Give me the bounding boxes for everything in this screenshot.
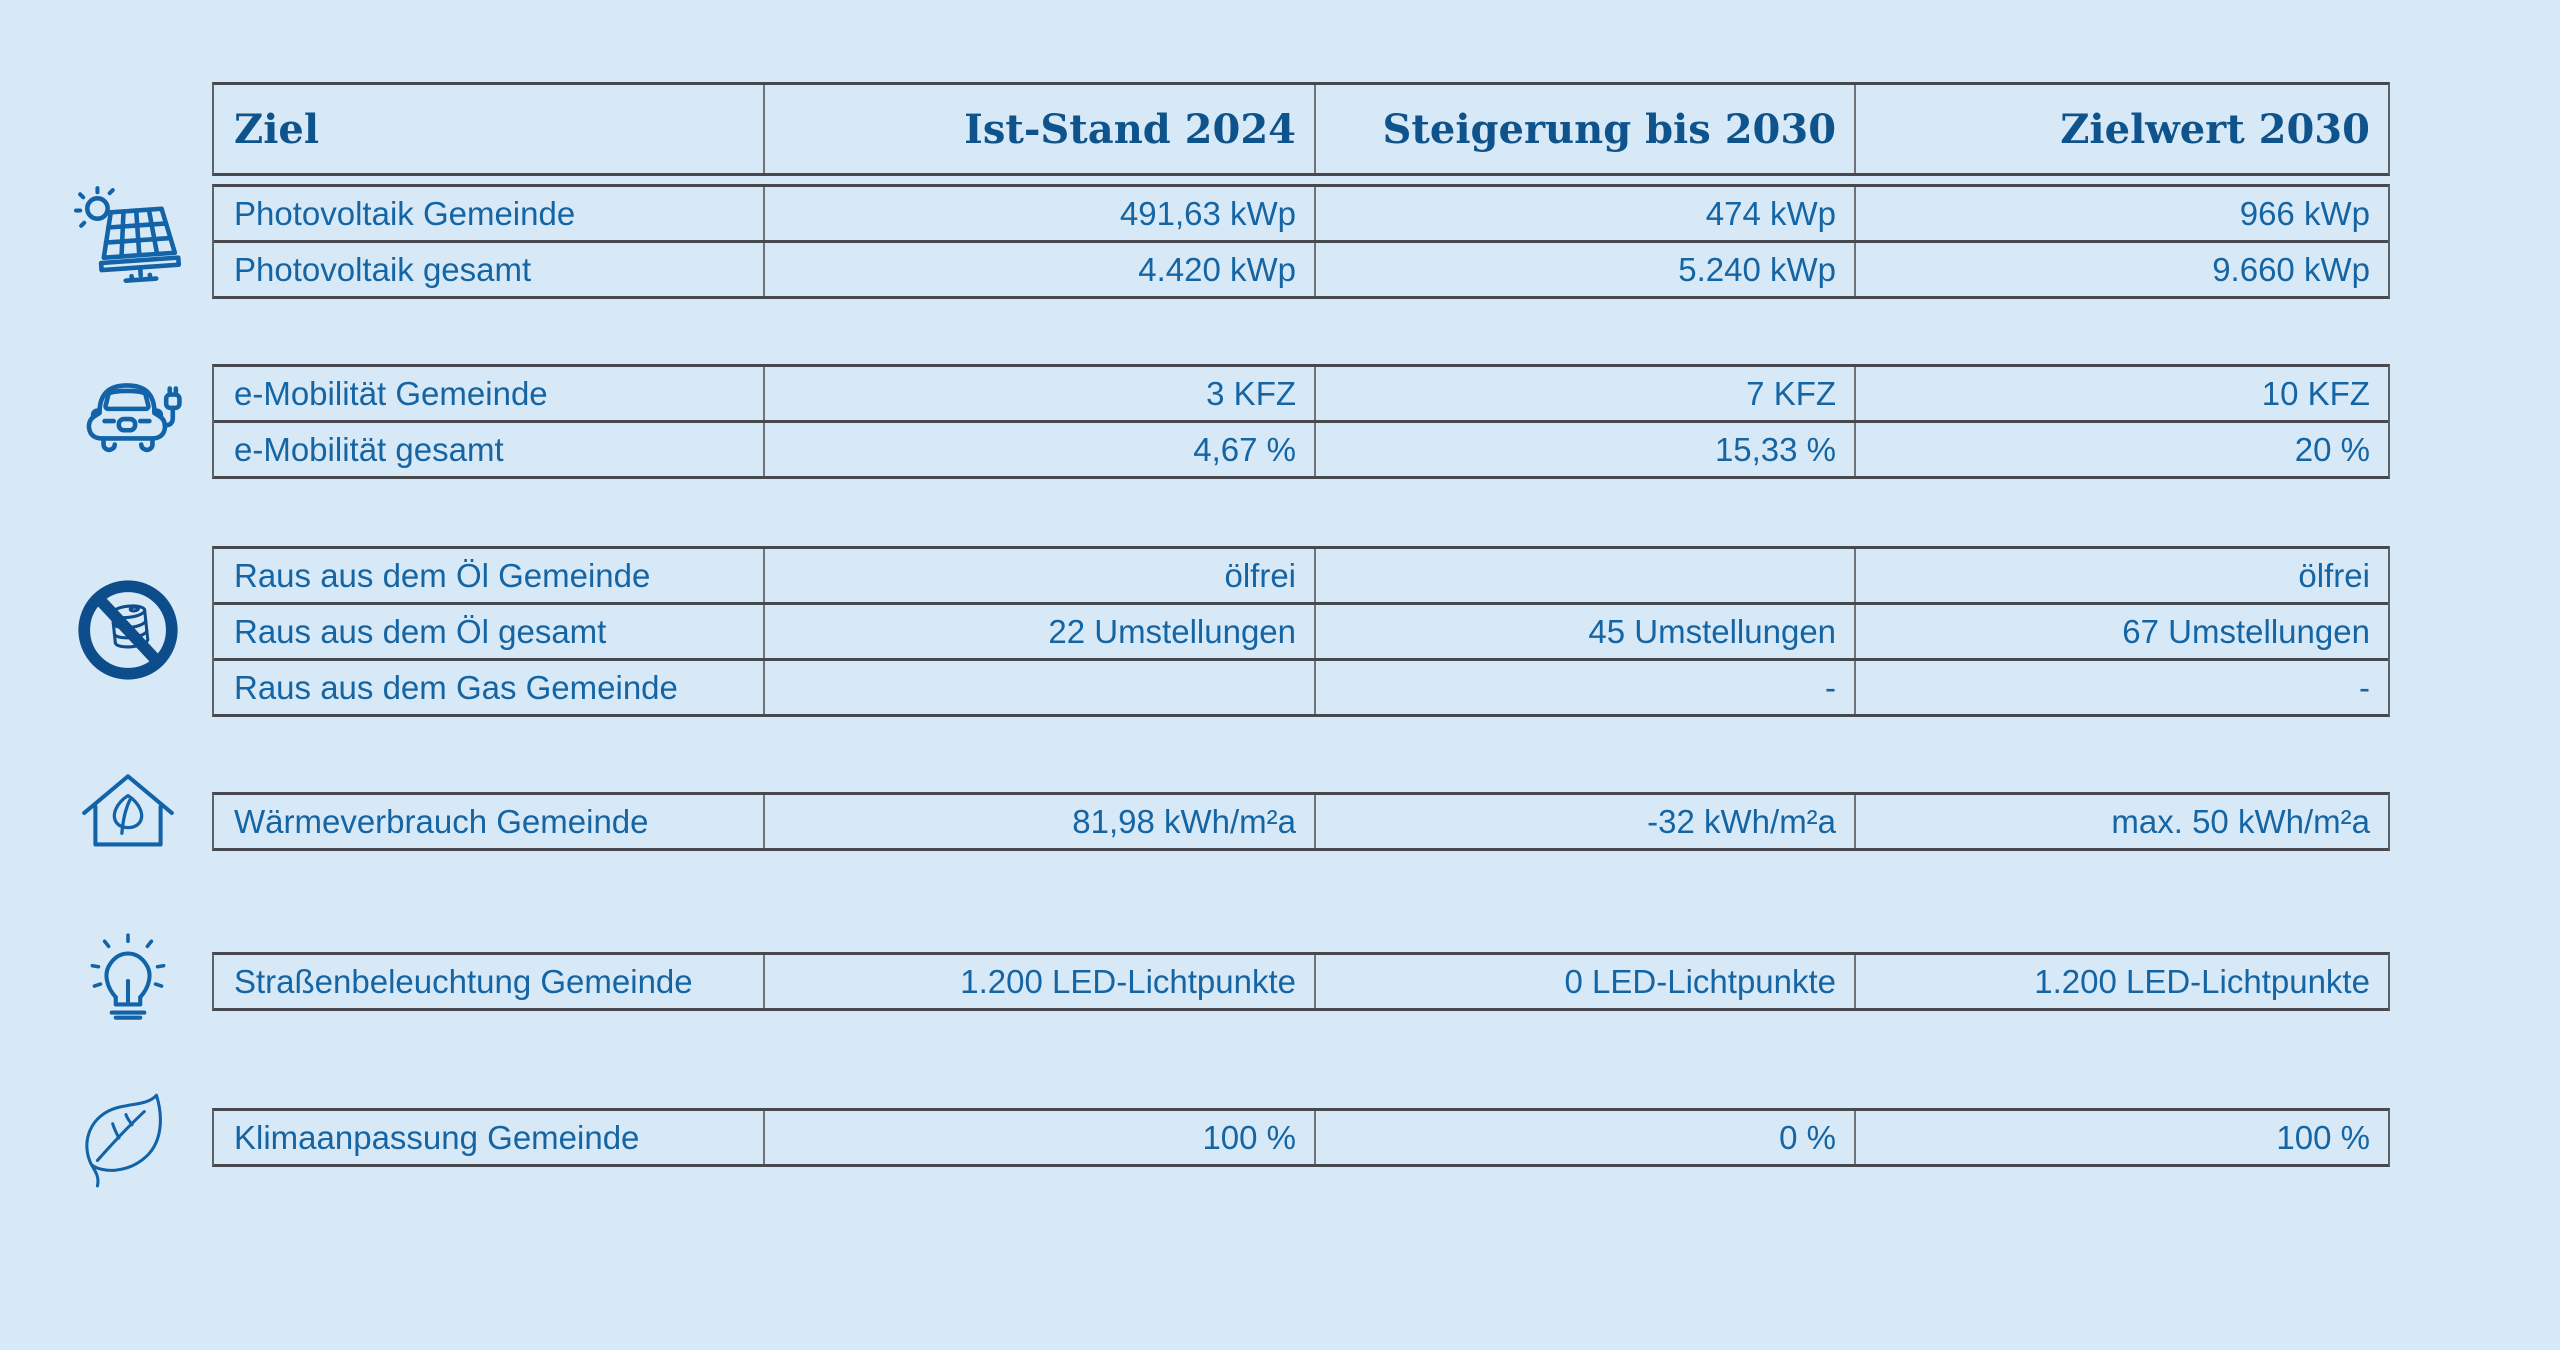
cell-zielwert: 10 KFZ [1854, 367, 2388, 420]
cell-zielwert: 1.200 LED-Lichtpunkte [1854, 955, 2388, 1008]
lightbulb-icon [72, 925, 184, 1037]
cell-steigerung: 0 % [1314, 1111, 1854, 1164]
row-label: e-Mobilität gesamt [234, 430, 504, 468]
table-row: e-Mobilität gesamt 4,67 % 15,33 % 20 % [214, 420, 2388, 476]
group-raus-aus-dem-oel: Raus aus dem Öl Gemeinde ölfrei ölfrei R… [212, 546, 2390, 717]
cell-ist-stand [762, 661, 1314, 714]
cell-steigerung: 5.240 kWp [1314, 243, 1854, 296]
cell-ist-stand: 22 Umstellungen [762, 605, 1314, 658]
table-row: Klimaanpassung Gemeinde 100 % 0 % 100 % [214, 1111, 2388, 1164]
table-row: Raus aus dem Öl Gemeinde ölfrei ölfrei [214, 549, 2388, 602]
cell-steigerung: 45 Umstellungen [1314, 605, 1854, 658]
cell-ist-stand: 81,98 kWh/m²a [762, 795, 1314, 848]
cell-steigerung: 474 kWp [1314, 187, 1854, 240]
cell-zielwert: 67 Umstellungen [1854, 605, 2388, 658]
header-row: Ziel Ist-Stand 2024 Steigerung bis 2030 … [214, 85, 2388, 173]
no-oil-icon [72, 574, 184, 686]
cell-steigerung: -32 kWh/m²a [1314, 795, 1854, 848]
row-label: Straßenbeleuchtung Gemeinde [234, 962, 693, 1000]
group-e-mobilitaet: e-Mobilität Gemeinde 3 KFZ 7 KFZ 10 KFZ … [212, 364, 2390, 479]
cell-ist-stand: 100 % [762, 1111, 1314, 1164]
header-ist-stand-2024: Ist-Stand 2024 [762, 85, 1314, 173]
group-strassenbeleuchtung: Straßenbeleuchtung Gemeinde 1.200 LED-Li… [212, 952, 2390, 1011]
house-leaf-icon [72, 762, 184, 874]
cell-zielwert: max. 50 kWh/m²a [1854, 795, 2388, 848]
cell-ist-stand: 1.200 LED-Lichtpunkte [762, 955, 1314, 1008]
header-steigerung-bis-2030: Steigerung bis 2030 [1314, 85, 1854, 173]
cell-steigerung: - [1314, 661, 1854, 714]
group-klimaanpassung: Klimaanpassung Gemeinde 100 % 0 % 100 % [212, 1108, 2390, 1167]
row-label: e-Mobilität Gemeinde [234, 374, 548, 412]
header-zielwert-2030: Zielwert 2030 [1854, 85, 2388, 173]
group-photovoltaik: Photovoltaik Gemeinde 491,63 kWp 474 kWp… [212, 184, 2390, 299]
table-row: Straßenbeleuchtung Gemeinde 1.200 LED-Li… [214, 955, 2388, 1008]
cell-zielwert: ölfrei [1854, 549, 2388, 602]
group-waermeverbrauch: Wärmeverbrauch Gemeinde 81,98 kWh/m²a -3… [212, 792, 2390, 851]
table-row: Raus aus dem Öl gesamt 22 Umstellungen 4… [214, 602, 2388, 658]
cell-ist-stand: 3 KFZ [762, 367, 1314, 420]
leaf-icon [72, 1080, 184, 1192]
row-label: Photovoltaik Gemeinde [234, 194, 576, 232]
table-header: Ziel Ist-Stand 2024 Steigerung bis 2030 … [212, 82, 2390, 176]
cell-ist-stand: 4,67 % [762, 423, 1314, 476]
cell-ist-stand: 4.420 kWp [762, 243, 1314, 296]
cell-steigerung: 15,33 % [1314, 423, 1854, 476]
row-label: Raus aus dem Öl gesamt [234, 612, 607, 650]
row-label: Wärmeverbrauch Gemeinde [234, 802, 649, 840]
row-label: Raus aus dem Öl Gemeinde [234, 556, 651, 594]
cell-steigerung: 0 LED-Lichtpunkte [1314, 955, 1854, 1008]
table-row: Wärmeverbrauch Gemeinde 81,98 kWh/m²a -3… [214, 795, 2388, 848]
row-label: Klimaanpassung Gemeinde [234, 1118, 640, 1156]
cell-zielwert: 966 kWp [1854, 187, 2388, 240]
table-row: Photovoltaik Gemeinde 491,63 kWp 474 kWp… [214, 187, 2388, 240]
table-row: Photovoltaik gesamt 4.420 kWp 5.240 kWp … [214, 240, 2388, 296]
cell-zielwert: - [1854, 661, 2388, 714]
table-row: Raus aus dem Gas Gemeinde - - [214, 658, 2388, 714]
cell-steigerung [1314, 549, 1854, 602]
cell-zielwert: 9.660 kWp [1854, 243, 2388, 296]
table-row: e-Mobilität Gemeinde 3 KFZ 7 KFZ 10 KFZ [214, 367, 2388, 420]
cell-ist-stand: 491,63 kWp [762, 187, 1314, 240]
header-ziel: Ziel [234, 105, 320, 153]
row-label: Raus aus dem Gas Gemeinde [234, 668, 678, 706]
electric-car-icon [72, 360, 184, 472]
cell-zielwert: 100 % [1854, 1111, 2388, 1164]
cell-steigerung: 7 KFZ [1314, 367, 1854, 420]
cell-ist-stand: ölfrei [762, 549, 1314, 602]
cell-zielwert: 20 % [1854, 423, 2388, 476]
row-label: Photovoltaik gesamt [234, 250, 532, 288]
solar-panel-icon [72, 180, 184, 292]
